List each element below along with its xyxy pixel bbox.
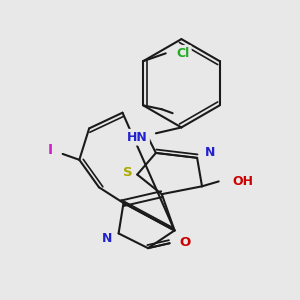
Text: S: S bbox=[123, 166, 132, 179]
Text: Cl: Cl bbox=[176, 47, 190, 60]
Text: N: N bbox=[205, 146, 215, 159]
Text: OH: OH bbox=[232, 175, 254, 188]
Text: O: O bbox=[179, 236, 191, 249]
Text: I: I bbox=[48, 143, 53, 157]
Text: HN: HN bbox=[127, 131, 148, 144]
Text: N: N bbox=[102, 232, 113, 245]
